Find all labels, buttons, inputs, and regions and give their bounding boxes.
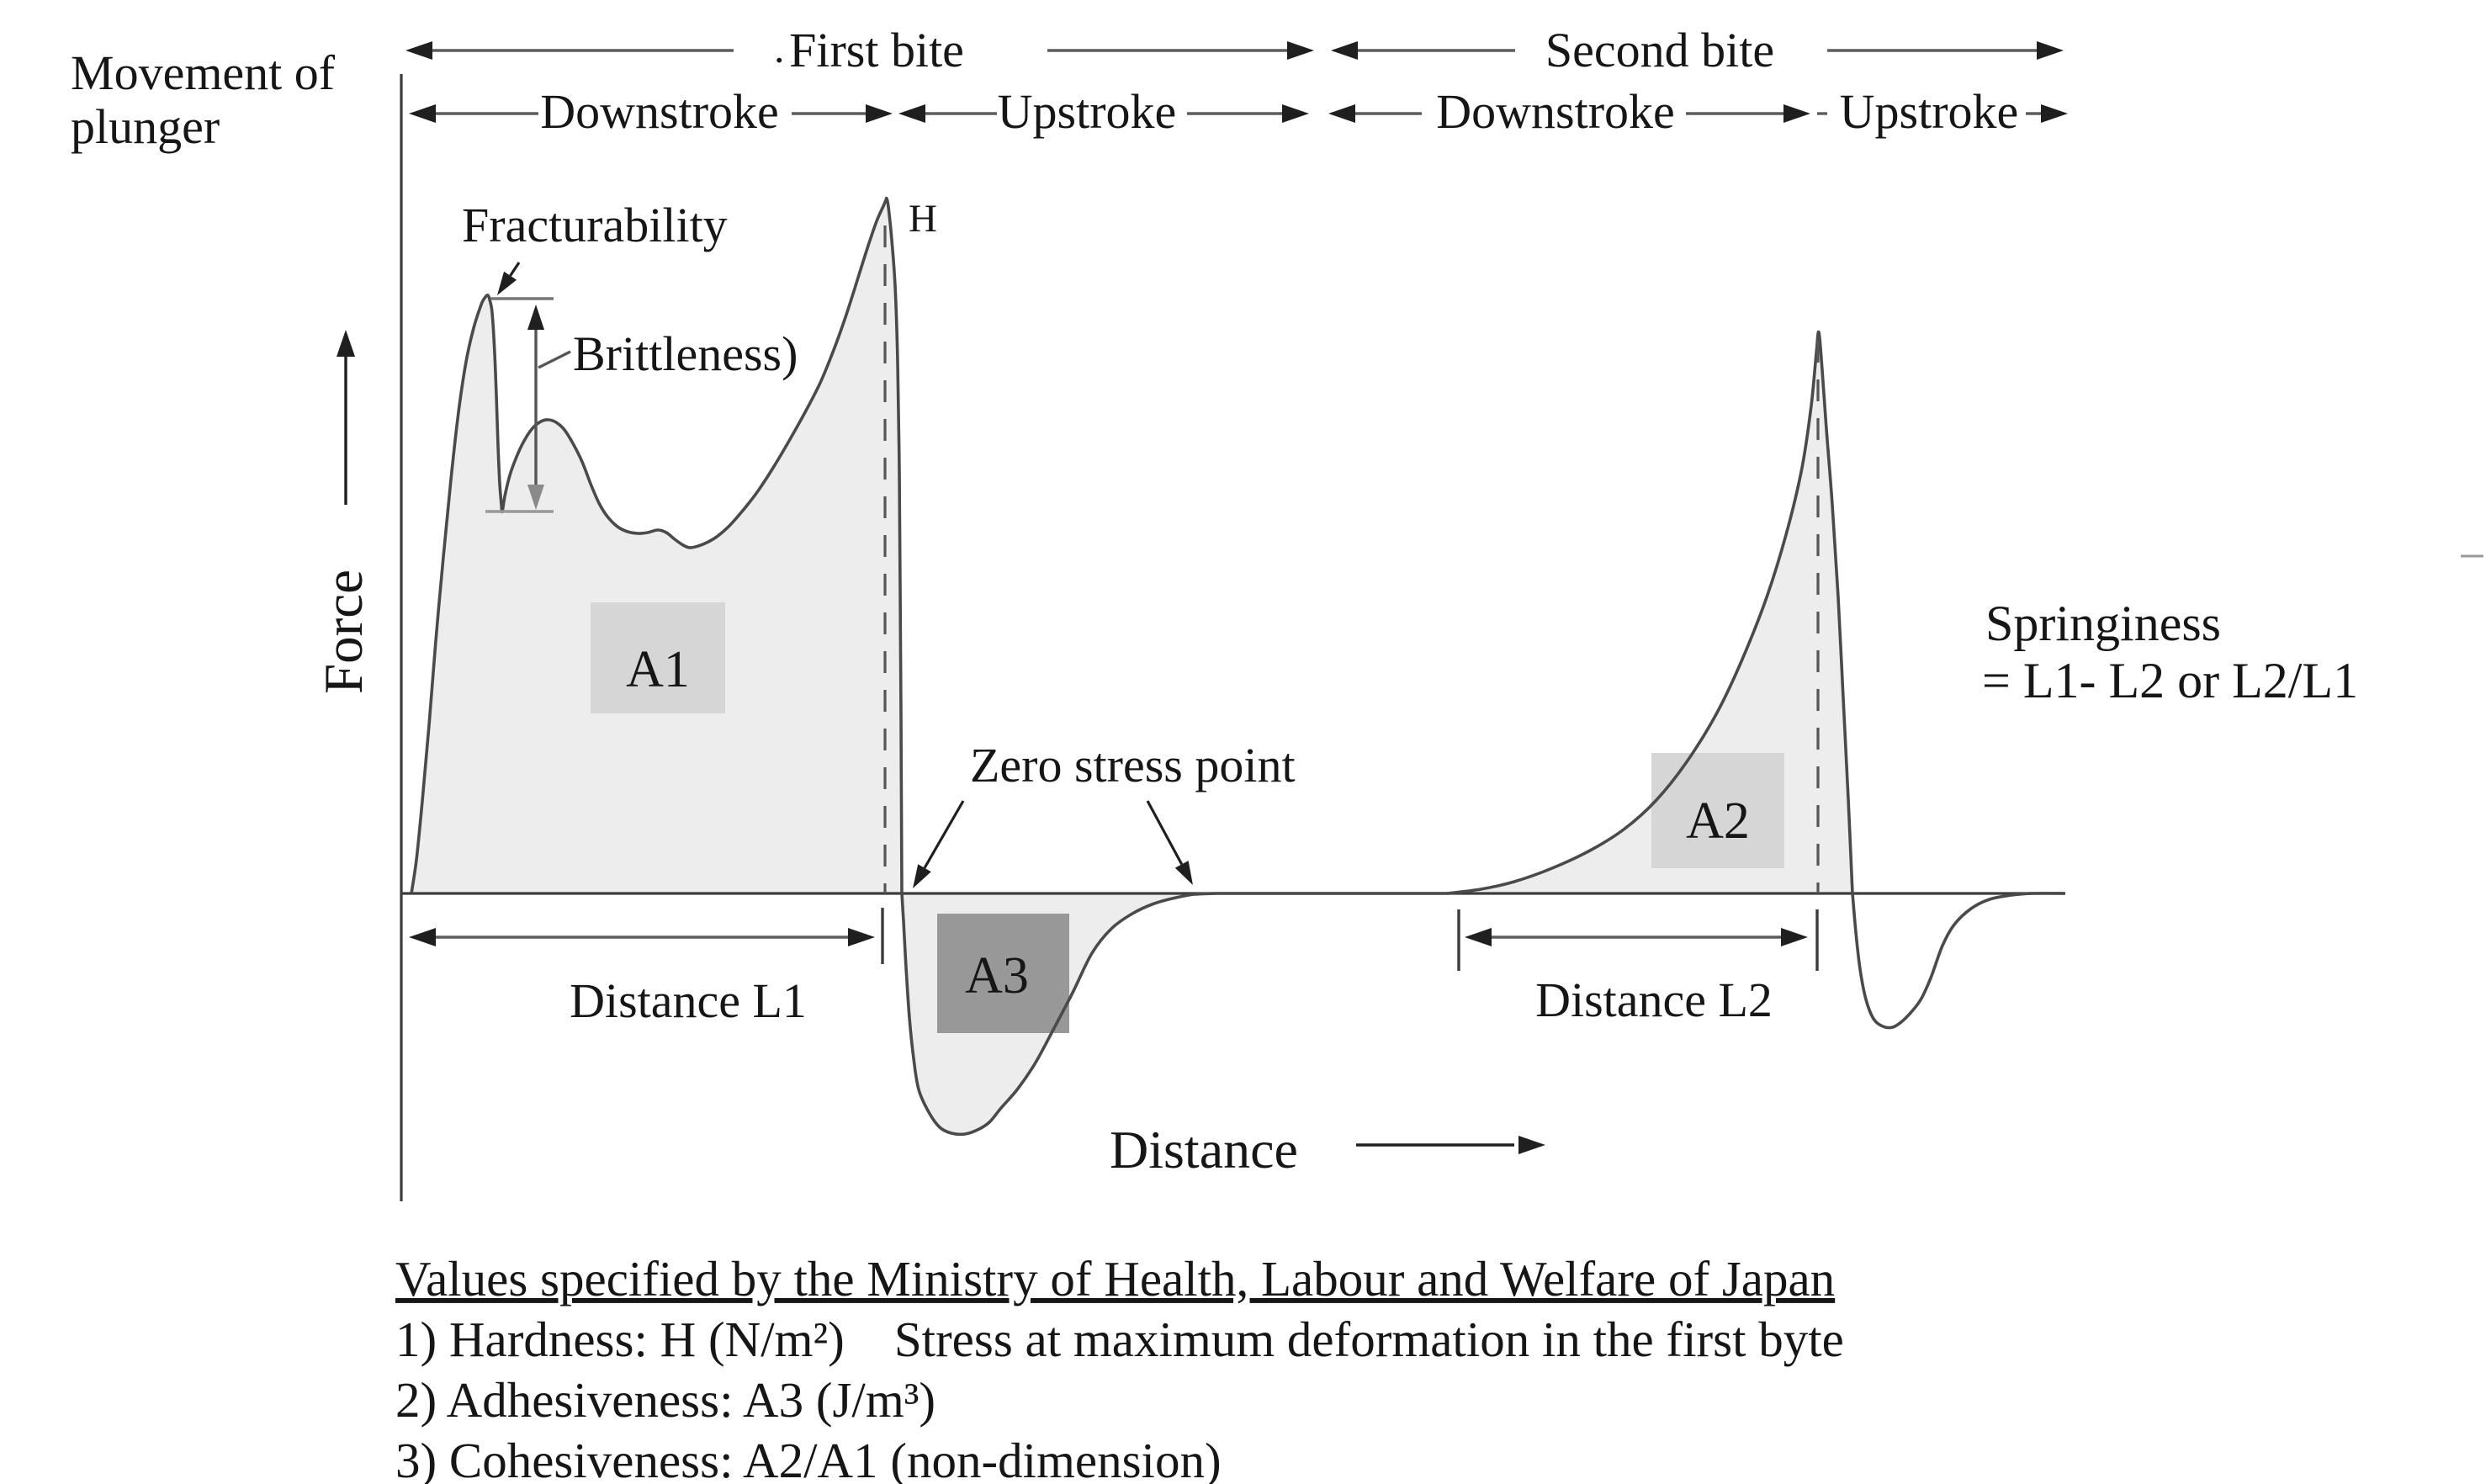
svg-text:Movement of: Movement of [71,45,336,100]
svg-text:Distance: Distance [1110,1120,1298,1179]
svg-text:Upstroke: Upstroke [998,84,1177,139]
svg-text:Distance L2: Distance L2 [1535,973,1773,1027]
svg-text:Zero stress point: Zero stress point [970,738,1296,792]
svg-text:.: . [774,24,785,72]
svg-text:Upstroke: Upstroke [1840,84,2019,139]
svg-text:Brittleness): Brittleness) [573,326,798,381]
svg-text:= L1- L2 or L2/L1: = L1- L2 or L2/L1 [1982,653,2358,708]
svg-text:Fracturability: Fracturability [462,198,728,252]
svg-text:A1: A1 [626,641,690,698]
svg-text:3) Cohesiveness: A2/A1 (non-di: 3) Cohesiveness: A2/A1 (non-dimension) [395,1433,1222,1484]
svg-text:Force: Force [314,570,374,694]
svg-text:Springiness: Springiness [1985,596,2221,651]
svg-text:Distance L1: Distance L1 [570,973,807,1028]
svg-text:A2: A2 [1686,792,1750,850]
svg-text:2) Adhesiveness: A3 (J/m³): 2) Adhesiveness: A3 (J/m³) [395,1372,935,1428]
svg-text:Second bite: Second bite [1545,23,1774,77]
svg-text:plunger: plunger [71,99,220,154]
svg-text:A3: A3 [965,947,1029,1004]
svg-text:Downstroke: Downstroke [1436,84,1675,139]
svg-text:Downstroke: Downstroke [540,84,779,139]
svg-text:1) Hardness: H (N/m²) Stres: 1) Hardness: H (N/m²) Stress at maximum … [395,1312,1844,1367]
svg-text:First bite: First bite [789,23,964,77]
svg-text:H: H [909,197,937,241]
svg-text:Values specified by the Minist: Values specified by the Ministry of Heal… [395,1251,1835,1306]
